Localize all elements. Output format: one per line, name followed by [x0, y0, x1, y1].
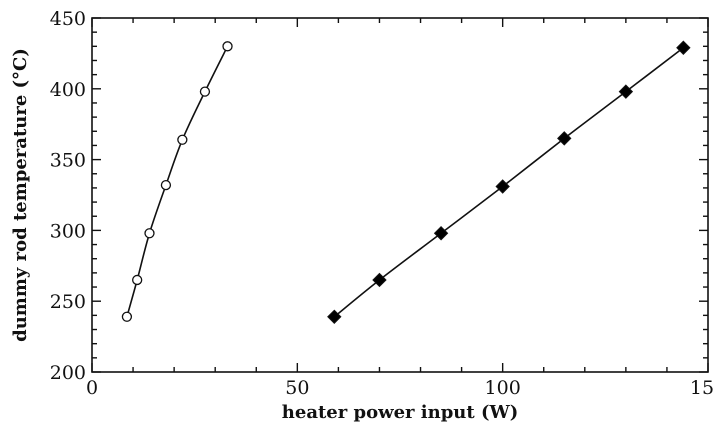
data-point-diamond [557, 131, 572, 146]
series-2 [327, 40, 691, 324]
y-axis: 200 250 300 350 400 450 [50, 8, 708, 384]
data-point-circle [222, 41, 233, 52]
y-tick-label: 250 [50, 291, 86, 313]
data-point-circle [177, 134, 188, 145]
y-tick-label: 200 [50, 362, 86, 384]
plot-frame [91, 17, 709, 373]
data-point-diamond [433, 226, 449, 241]
data-point-diamond [372, 272, 387, 288]
data-point-diamond [327, 309, 342, 324]
x-axis: 0 50 100 150 [86, 18, 713, 399]
series-line [126, 45, 229, 317]
series-layer [121, 40, 691, 324]
x-tick-label: 150 [690, 377, 713, 399]
data-point-diamond [676, 40, 691, 55]
data-point-circle [144, 228, 155, 239]
y-axis-title: dummy rod temperature (°C) [10, 48, 31, 342]
y-tick-label: 400 [50, 79, 86, 101]
series-line [333, 47, 684, 318]
y-tick-label: 350 [50, 150, 86, 172]
x-tick-label: 50 [285, 377, 309, 399]
x-axis-title: heater power input (W) [282, 402, 518, 423]
x-tick-label: 100 [485, 377, 521, 399]
y-tick-label: 450 [50, 8, 86, 30]
data-point-diamond [618, 84, 634, 99]
data-point-circle [199, 86, 211, 97]
data-point-circle [132, 274, 143, 286]
data-point-diamond [495, 179, 510, 194]
y-tick-label: 300 [50, 220, 86, 242]
data-point-circle [121, 311, 133, 322]
data-point-circle [160, 179, 172, 191]
x-tick-label: 0 [86, 377, 98, 399]
series-1 [121, 41, 233, 322]
